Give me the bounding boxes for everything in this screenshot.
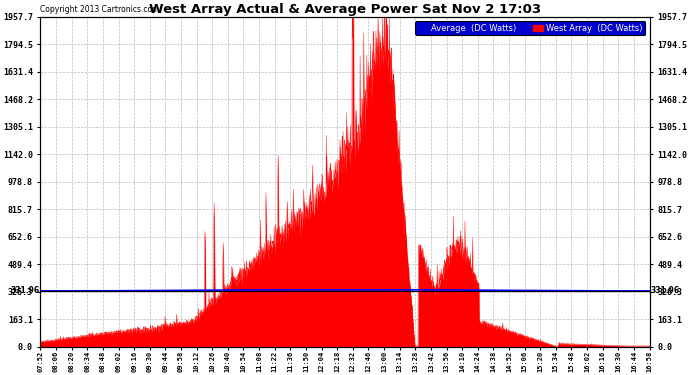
Text: 331.96: 331.96: [650, 286, 680, 296]
Title: West Array Actual & Average Power Sat Nov 2 17:03: West Array Actual & Average Power Sat No…: [149, 3, 541, 16]
Legend: Average  (DC Watts), West Array  (DC Watts): Average (DC Watts), West Array (DC Watts…: [415, 21, 645, 35]
Text: Copyright 2013 Cartronics.com: Copyright 2013 Cartronics.com: [41, 4, 160, 13]
Text: 331.96: 331.96: [10, 286, 40, 296]
